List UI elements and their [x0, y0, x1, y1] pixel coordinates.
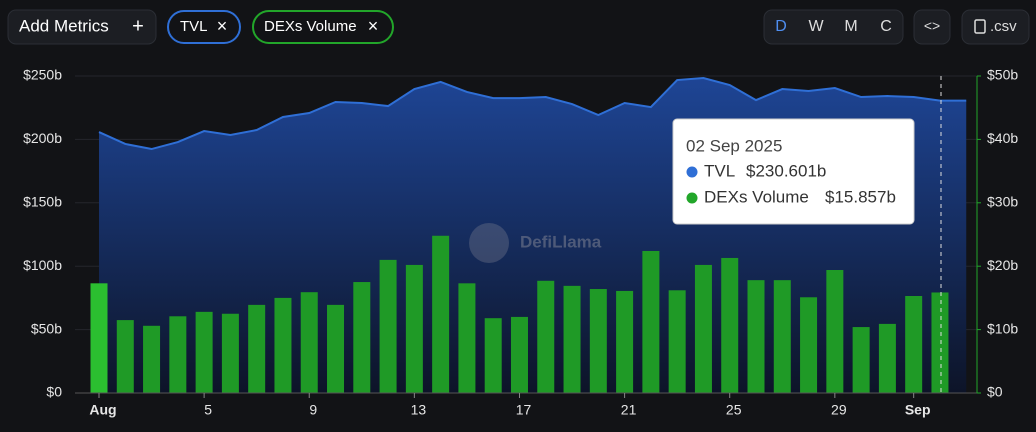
y2-tick-label: $0	[987, 384, 1003, 400]
chip-label: DEXs Volume	[264, 18, 357, 35]
dex-bar	[405, 264, 423, 393]
dex-bar	[563, 285, 581, 393]
x-tick-label: 13	[411, 402, 427, 418]
dex-bar	[826, 270, 844, 393]
y2-tick-label: $20b	[987, 257, 1018, 273]
chip-close[interactable]: ×	[217, 16, 228, 36]
dex-bar	[931, 292, 949, 393]
tooltip-dot	[686, 166, 698, 178]
dex-bar	[721, 257, 739, 393]
dex-bar	[616, 290, 634, 393]
dex-bar	[747, 280, 765, 393]
dex-bar	[248, 304, 266, 393]
tooltip-name: DEXs Volume	[704, 187, 809, 206]
embed-label: <>	[924, 18, 940, 34]
chip-close[interactable]: ×	[368, 16, 379, 36]
y-tick-label: $50b	[31, 320, 62, 336]
embed-button[interactable]: <>	[913, 9, 951, 45]
watermark-logo	[469, 223, 509, 263]
tvl-chip[interactable]: TVL ×	[167, 10, 241, 44]
dex-bar	[905, 295, 923, 393]
period-button[interactable]: C	[880, 18, 892, 35]
tooltip-value: $230.601b	[746, 161, 826, 180]
period-button[interactable]: W	[808, 18, 824, 35]
x-tick-label: 9	[309, 402, 317, 418]
y2-tick-label: $30b	[987, 194, 1018, 210]
watermark: DefiLlama	[520, 232, 602, 251]
y-tick-label: $100b	[23, 257, 62, 273]
dex-bar	[353, 282, 371, 393]
dex-bar	[642, 250, 660, 393]
x-tick-label: 29	[831, 402, 847, 418]
tooltip-name: TVL	[704, 161, 735, 180]
period-button[interactable]: D	[775, 18, 787, 35]
y-tick-label: $200b	[23, 130, 62, 146]
csv-button[interactable]: .csv	[961, 9, 1030, 45]
dex-bar	[537, 280, 555, 393]
tooltip-value: $15.857b	[825, 187, 896, 206]
period-button[interactable]: M	[844, 18, 857, 35]
dex-bar	[143, 325, 161, 393]
dex-bar	[169, 316, 187, 393]
dex-bar	[300, 292, 318, 393]
y2-tick-label: $10b	[987, 320, 1018, 336]
x-tick-label: Aug	[89, 402, 116, 418]
dex-bar	[484, 318, 502, 393]
dex-bar	[458, 283, 476, 393]
x-tick-label: 5	[204, 402, 212, 418]
x-tick-label: 17	[516, 402, 532, 418]
dex-bar	[379, 259, 397, 393]
tvl-line	[98, 77, 967, 151]
dex-bar	[510, 316, 528, 393]
x-tick-label: 21	[621, 402, 637, 418]
dex-bar	[432, 235, 450, 393]
dex-bar	[589, 289, 607, 393]
add-metrics-label: Add Metrics	[19, 16, 109, 35]
y2-tick-label: $50b	[987, 67, 1018, 83]
y-tick-label: $0	[46, 384, 62, 400]
dex-bar	[274, 297, 292, 393]
y-tick-label: $250b	[23, 67, 62, 83]
dex-bar	[195, 311, 213, 393]
tooltip-dot	[686, 192, 698, 204]
add-metrics-button[interactable]: Add Metrics +	[7, 9, 157, 45]
tooltip-date: 02 Sep 2025	[686, 136, 782, 155]
x-tick-label: 25	[726, 402, 742, 418]
dex-bar	[773, 280, 791, 393]
dex-bar	[878, 323, 896, 393]
dex-bar	[852, 327, 870, 393]
dex-bar	[668, 290, 686, 393]
period-group	[763, 9, 904, 45]
dex-chip[interactable]: DEXs Volume ×	[252, 10, 394, 44]
dex-bar	[221, 313, 239, 393]
dex-bar	[800, 297, 818, 393]
dex-bar	[116, 320, 134, 393]
chip-label: TVL	[180, 18, 208, 35]
x-tick-label: Sep	[905, 402, 931, 418]
dex-bar	[90, 283, 108, 393]
csv-label: .csv	[990, 18, 1017, 35]
plus-icon: +	[132, 15, 144, 37]
tooltip: 02 Sep 2025 TVL $230.601b DEXs Volume $1…	[672, 118, 915, 225]
y-tick-label: $150b	[23, 194, 62, 210]
y2-tick-label: $40b	[987, 130, 1018, 146]
dex-bar	[327, 304, 345, 393]
dex-bar	[694, 264, 712, 393]
